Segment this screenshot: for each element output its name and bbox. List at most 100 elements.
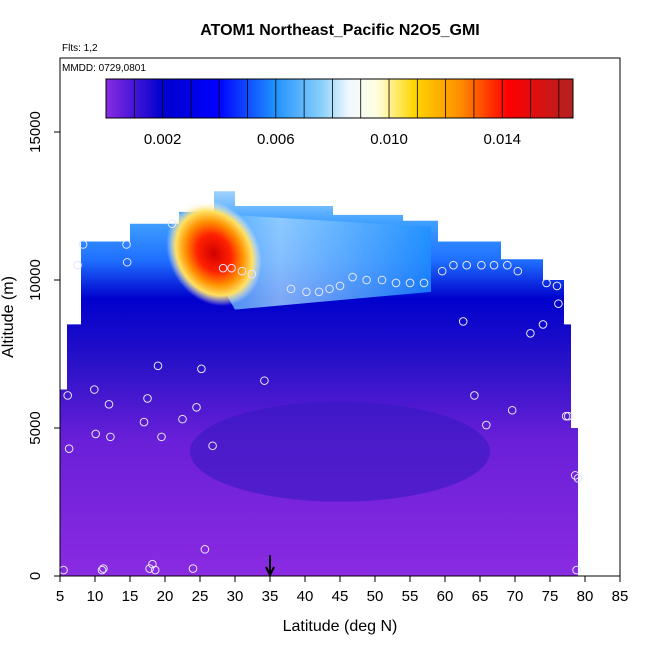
- sample-point: [64, 444, 74, 454]
- x-axis: 5 10 15 20 25 30 35 40 45 50 55 60 65 70 75 80 85: [56, 576, 629, 605]
- sample-point: [552, 281, 562, 291]
- sample-point: [73, 260, 82, 270]
- sample-point: [63, 391, 72, 400]
- x-axis-label: Latitude (deg N): [283, 618, 398, 635]
- sample-point: [90, 385, 99, 394]
- sample-point: [458, 317, 468, 326]
- y-tick-label: 5000: [27, 411, 44, 444]
- data-field: [60, 191, 578, 576]
- colorbar-tick-label: 0.014: [483, 131, 521, 148]
- sample-point: [377, 275, 387, 285]
- y-tick-label: 10000: [27, 259, 44, 301]
- sample-point: [507, 405, 517, 415]
- latitude-marker-arrow: [265, 555, 275, 578]
- sample-point: [150, 565, 160, 575]
- x-tick-label: 15: [122, 588, 139, 605]
- sample-point: [335, 281, 345, 291]
- x-tick-label: 85: [612, 588, 629, 605]
- x-tick-label: 55: [402, 588, 419, 605]
- sample-point: [237, 266, 247, 276]
- x-tick-label: 65: [472, 588, 489, 605]
- sample-point: [145, 564, 154, 573]
- sample-point: [362, 275, 371, 285]
- flights-annotation: Flts: 1,2: [62, 43, 98, 54]
- x-tick-label: 45: [332, 588, 349, 605]
- y-tick-label: 15000: [27, 111, 44, 153]
- sample-point: [122, 257, 132, 267]
- colorbar-ticks: 0.002 0.006 0.010 0.014: [133, 79, 560, 148]
- sample-point: [167, 219, 177, 229]
- sample-point: [513, 266, 523, 276]
- mid-band: [190, 401, 490, 502]
- sample-point: [143, 394, 152, 403]
- sample-point: [561, 411, 571, 421]
- sample-point: [208, 441, 217, 451]
- y-axis-label: Altitude (m): [0, 276, 17, 358]
- sample-point: [178, 414, 187, 424]
- sample-point: [554, 299, 563, 308]
- sample-point: [391, 278, 401, 288]
- sample-point: [97, 565, 107, 575]
- sample-point: [570, 471, 580, 480]
- sample-point: [542, 278, 551, 288]
- chart-title: ATOM1 Northeast_Pacific N2O5_GMI: [200, 22, 480, 39]
- x-tick-label: 40: [297, 588, 314, 605]
- sample-point: [477, 260, 486, 270]
- sample-point: [419, 278, 429, 288]
- x-tick-label: 50: [367, 588, 384, 605]
- sample-point: [489, 260, 499, 270]
- y-axis: 0 5000 10000 15000: [27, 111, 60, 580]
- x-tick-label: 30: [227, 588, 244, 605]
- marker-head: [265, 566, 275, 578]
- colorbar-tick-label: 0.002: [144, 131, 182, 148]
- sample-point: [227, 263, 236, 273]
- sample-point: [482, 420, 491, 430]
- sample-point: [325, 284, 334, 294]
- x-tick-label: 70: [507, 588, 524, 605]
- x-tick-label: 35: [262, 588, 279, 605]
- sample-point: [104, 400, 114, 409]
- sample-point: [462, 260, 472, 270]
- sample-point: [157, 432, 166, 442]
- sample-point: [314, 287, 324, 297]
- colorbar: [105, 78, 574, 119]
- sample-point: [260, 376, 269, 385]
- sample-point: [218, 263, 228, 273]
- sample-point: [405, 278, 415, 288]
- sample-point: [572, 565, 581, 575]
- x-tick-label: 60: [437, 588, 454, 605]
- dates-annotation: MMDD: 0729,0801: [62, 63, 146, 74]
- sample-point: [470, 391, 479, 400]
- sample-point: [348, 272, 357, 282]
- sample-point: [99, 564, 108, 573]
- sample-point: [153, 361, 163, 371]
- sample-point: [192, 402, 201, 412]
- x-tick-label: 75: [542, 588, 559, 605]
- sample-point: [122, 240, 131, 249]
- sample-point: [197, 364, 206, 374]
- sample-point: [563, 411, 573, 421]
- sample-point: [286, 284, 296, 294]
- x-tick-label: 5: [56, 588, 64, 605]
- sample-point: [200, 545, 210, 554]
- sample-point: [437, 266, 447, 276]
- y-tick-label: 0: [27, 572, 44, 580]
- x-tick-label: 80: [577, 588, 594, 605]
- sample-point: [78, 240, 88, 249]
- hotspot: [166, 200, 262, 307]
- sample-point: [106, 432, 115, 442]
- sample-point: [449, 260, 458, 270]
- sample-point: [538, 320, 548, 329]
- x-tick-label: 10: [87, 588, 104, 605]
- colorbar-tick-label: 0.006: [257, 131, 295, 148]
- sample-point: [139, 417, 149, 427]
- sample-point: [247, 269, 257, 279]
- sample-point: [526, 328, 535, 338]
- x-tick-label: 20: [157, 588, 174, 605]
- x-tick-label: 25: [192, 588, 209, 605]
- colorbar-tick-label: 0.010: [370, 131, 408, 148]
- sample-point: [91, 429, 100, 439]
- sample-point: [573, 474, 583, 483]
- sample-point: [188, 564, 198, 573]
